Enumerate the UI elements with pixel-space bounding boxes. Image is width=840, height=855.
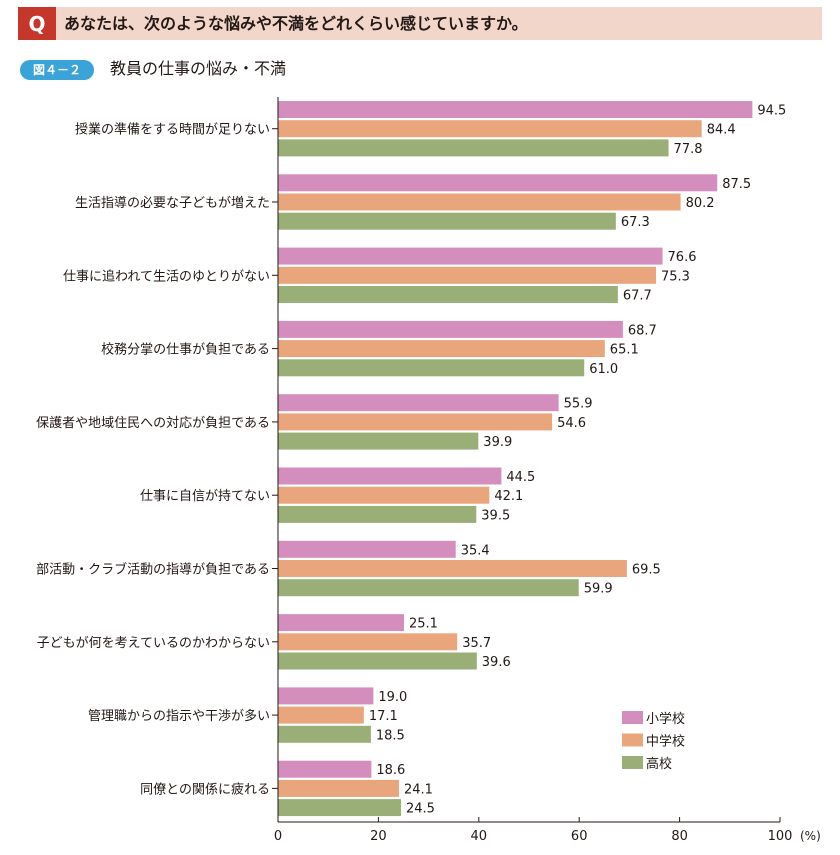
category-label: 管理職からの指示や干渉が多い [88, 708, 270, 724]
figure-title: 教員の仕事の悩み・不満 [110, 59, 287, 78]
value-label: 76.6 [668, 250, 697, 265]
value-label: 25.1 [409, 617, 438, 632]
bar [278, 266, 657, 284]
value-label: 87.5 [722, 177, 751, 192]
bar [278, 486, 490, 504]
bar [278, 579, 579, 597]
bar [278, 359, 585, 377]
legend-label: 小学校 [646, 711, 685, 727]
bar [278, 540, 456, 558]
legend-label: 高校 [646, 756, 672, 772]
bar [278, 174, 718, 192]
legend-swatch [622, 711, 643, 724]
bar [278, 340, 605, 358]
legend-swatch [622, 733, 643, 747]
category-label: 同僚との関係に疲れる [140, 781, 270, 797]
value-label: 55.9 [564, 397, 593, 412]
bar [278, 394, 559, 412]
category-label: 校務分掌の仕事が負担である [101, 342, 270, 358]
value-label: 24.1 [404, 782, 433, 797]
value-label: 35.7 [462, 636, 491, 651]
value-label: 84.4 [707, 123, 736, 138]
value-label: 18.6 [376, 763, 405, 778]
bar [278, 247, 663, 265]
bar [278, 413, 553, 431]
value-label: 75.3 [661, 269, 690, 284]
bar [278, 760, 372, 778]
x-tick-label: 60 [571, 829, 588, 844]
category-label: 部活動・クラブ活動の指導が負担である [36, 562, 270, 578]
question-text: あなたは、次のような悩みや不満をどれくらい感じていますか。 [64, 14, 528, 33]
bar [278, 779, 399, 797]
figure-tag: 図４－２ [20, 60, 94, 80]
value-label: 19.0 [378, 690, 407, 705]
x-tick-label: 40 [471, 829, 488, 844]
x-axis-unit: (%) [800, 829, 821, 843]
category-label: 仕事に自信が持てない [140, 489, 270, 504]
category-label: 保護者や地域住民への対応が負担である [36, 415, 270, 431]
x-tick-label: 0 [274, 829, 282, 844]
bar [278, 101, 753, 118]
value-label: 54.6 [557, 416, 586, 431]
legend-swatch [622, 756, 643, 769]
bar [278, 286, 618, 303]
value-label: 39.6 [482, 655, 511, 670]
category-label: 生活指導の必要な子どもが増えた [75, 196, 270, 211]
bar [278, 706, 364, 724]
value-label: 68.7 [628, 323, 657, 338]
value-label: 18.5 [376, 728, 405, 743]
bar [278, 560, 627, 577]
value-label: 80.2 [686, 196, 715, 211]
value-label: 39.5 [481, 508, 510, 523]
bar [278, 139, 669, 157]
bar [278, 120, 702, 138]
bar [278, 614, 405, 632]
value-label: 67.7 [623, 289, 652, 304]
value-label: 44.5 [506, 470, 535, 485]
question-banner: Q あなたは、次のような悩みや不満をどれくらい感じていますか。 [18, 7, 822, 40]
value-label: 35.4 [461, 543, 490, 558]
value-label: 59.9 [584, 582, 613, 597]
category-label: 子どもが何を考えているのかわからない [37, 635, 270, 651]
value-label: 94.5 [757, 104, 786, 119]
category-label: 授業の準備をする時間が足りない [75, 122, 270, 138]
x-tick-label: 80 [671, 829, 688, 844]
bar [278, 212, 616, 230]
value-label: 61.0 [589, 362, 618, 377]
bar [278, 652, 477, 670]
value-label: 77.8 [674, 142, 703, 157]
value-label: 65.1 [610, 343, 639, 358]
value-label: 69.5 [632, 563, 661, 578]
legend-label: 中学校 [646, 734, 685, 750]
value-label: 39.9 [483, 435, 512, 450]
x-tick-label: 20 [370, 829, 387, 844]
category-label: 仕事に追われて生活のゆとりがない [63, 268, 270, 284]
question-badge: Q [18, 7, 56, 40]
bar [278, 633, 458, 651]
value-label: 24.5 [406, 802, 435, 817]
x-tick-label: 100 [768, 829, 793, 844]
bar [278, 687, 374, 705]
bar [278, 193, 681, 211]
bar [278, 320, 623, 338]
value-label: 17.1 [369, 709, 398, 724]
bar [278, 725, 371, 743]
bar [278, 432, 479, 450]
value-label: 67.3 [621, 215, 650, 230]
bar [278, 505, 477, 523]
bar [278, 799, 401, 817]
value-label: 42.1 [494, 489, 523, 504]
bar [278, 467, 502, 485]
